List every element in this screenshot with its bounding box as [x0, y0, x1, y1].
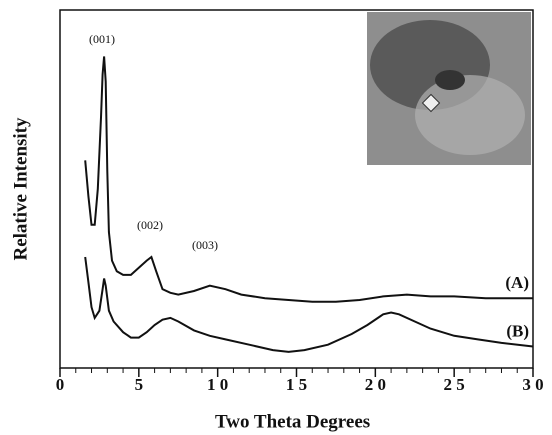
x-tick-label: 1 0 [207, 375, 228, 394]
x-tick-label: 1 5 [286, 375, 307, 394]
peak-annotation: (003) [192, 238, 218, 252]
x-tick-label: 3 0 [522, 375, 543, 394]
series-line [84, 256, 534, 353]
x-tick-label: 0 [56, 375, 65, 394]
peak-annotation: (001) [89, 32, 115, 46]
series-line [84, 56, 533, 303]
x-axis-label: Two Theta Degrees [215, 411, 370, 432]
inset-image [367, 12, 531, 165]
legend-label: (B) [506, 321, 529, 340]
x-tick-label: 2 5 [444, 375, 465, 394]
peak-annotation: (002) [137, 218, 163, 232]
legend-label: (A) [505, 273, 529, 292]
x-tick-label: 2 0 [365, 375, 386, 394]
y-axis-label: Relative Intensity [10, 117, 31, 261]
x-tick-label: 5 [135, 375, 144, 394]
